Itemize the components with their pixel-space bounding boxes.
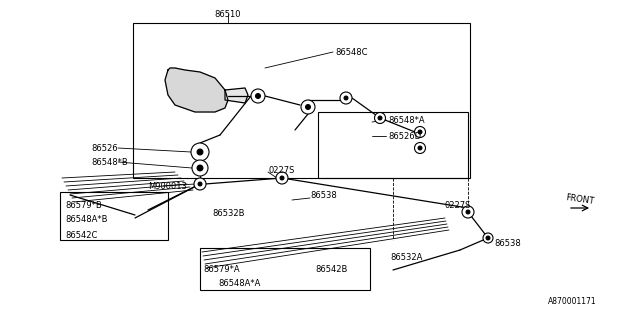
Ellipse shape [418, 146, 422, 150]
Ellipse shape [191, 143, 209, 161]
Ellipse shape [194, 178, 206, 190]
Text: FRONT: FRONT [565, 194, 595, 206]
Ellipse shape [198, 182, 202, 186]
Text: 0227S: 0227S [268, 165, 294, 174]
Ellipse shape [378, 116, 382, 120]
Ellipse shape [344, 96, 348, 100]
Text: 86548A*A: 86548A*A [218, 279, 260, 289]
Text: 86538: 86538 [310, 191, 337, 201]
Bar [318, 112, 468, 178]
Ellipse shape [374, 113, 385, 124]
Polygon shape [165, 68, 228, 112]
Text: 86579*A: 86579*A [203, 266, 239, 275]
Ellipse shape [276, 172, 288, 184]
Ellipse shape [466, 210, 470, 214]
Ellipse shape [197, 149, 203, 155]
Text: 86579*B: 86579*B [65, 201, 102, 210]
Ellipse shape [251, 89, 265, 103]
Text: M900013: M900013 [148, 181, 187, 190]
Ellipse shape [418, 130, 422, 134]
Text: 86510: 86510 [215, 10, 241, 19]
Ellipse shape [340, 92, 352, 104]
Bar [60, 192, 168, 240]
Bar [200, 248, 370, 290]
Ellipse shape [280, 176, 284, 180]
Text: 86538: 86538 [494, 239, 521, 249]
Ellipse shape [415, 126, 426, 138]
Text: 86548*A: 86548*A [388, 116, 424, 124]
Ellipse shape [415, 142, 426, 154]
Ellipse shape [483, 233, 493, 243]
Text: 0227S: 0227S [444, 202, 470, 211]
Ellipse shape [192, 160, 208, 176]
Text: 86548A*B: 86548A*B [65, 215, 108, 225]
Ellipse shape [305, 105, 310, 109]
Ellipse shape [301, 100, 315, 114]
Polygon shape [225, 88, 248, 103]
Bar [133, 23, 470, 178]
Ellipse shape [486, 236, 490, 240]
Text: 86542B: 86542B [315, 266, 348, 275]
Text: 86548C: 86548C [335, 47, 367, 57]
Text: A870001171: A870001171 [548, 298, 596, 307]
Text: 86542C: 86542C [65, 231, 97, 241]
Text: 86526D: 86526D [388, 132, 421, 140]
Ellipse shape [197, 165, 203, 171]
Text: 86532A: 86532A [390, 253, 422, 262]
Ellipse shape [255, 93, 260, 99]
Text: 86526: 86526 [91, 143, 118, 153]
Ellipse shape [462, 206, 474, 218]
Text: 86532B: 86532B [212, 210, 244, 219]
Text: 86548*B: 86548*B [91, 157, 128, 166]
